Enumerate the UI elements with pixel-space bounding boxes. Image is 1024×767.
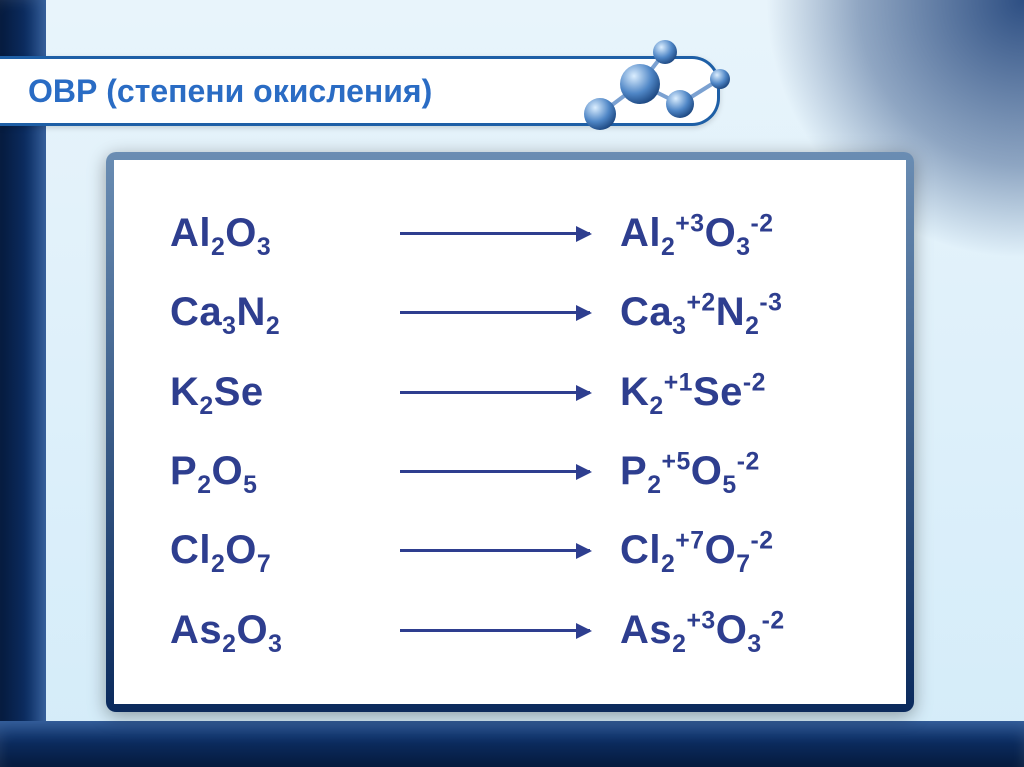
formula-lhs: Cl2O7: [170, 528, 370, 573]
formula-rhs: Al2+3O3-2: [620, 211, 774, 256]
formula-lhs: Ca3N2: [170, 290, 370, 335]
formula-lhs: P2O5: [170, 449, 370, 494]
content-panel-frame: Al2O3 Al2+3O3-2 Ca3N2 Ca3+2N2-3 K2Se K2+1Se-2…: [106, 152, 914, 712]
reaction-row: Ca3N2 Ca3+2N2-3: [170, 290, 850, 335]
reaction-row: Cl2O7 Cl2+7O7-2: [170, 528, 850, 573]
reaction-row: K2Se K2+1Se-2: [170, 370, 850, 415]
formula-lhs: As2O3: [170, 608, 370, 653]
formula-rhs: Cl2+7O7-2: [620, 528, 774, 573]
arrow-icon: [400, 549, 590, 552]
formula-rhs: Ca3+2N2-3: [620, 290, 782, 335]
formula-lhs: Al2O3: [170, 211, 370, 256]
arrow-icon: [400, 232, 590, 235]
arrow-icon: [400, 470, 590, 473]
reaction-row: As2O3 As2+3O3-2: [170, 608, 850, 653]
arrow-icon: [400, 629, 590, 632]
arrow-icon: [400, 391, 590, 394]
formula-rhs: As2+3O3-2: [620, 608, 785, 653]
reaction-row: P2O5 P2+5O5-2: [170, 449, 850, 494]
formula-rhs: K2+1Se-2: [620, 370, 766, 415]
formula-rhs: P2+5O5-2: [620, 449, 760, 494]
formula-lhs: K2Se: [170, 370, 370, 415]
bottom-decorative-band: [0, 721, 1024, 767]
arrow-icon: [400, 311, 590, 314]
title-bar: ОВР (степени окисления): [0, 56, 720, 126]
reaction-row: Al2O3 Al2+3O3-2: [170, 211, 850, 256]
content-panel: Al2O3 Al2+3O3-2 Ca3N2 Ca3+2N2-3 K2Se K2+1Se-2…: [114, 160, 906, 704]
page-title: ОВР (степени окисления): [28, 73, 432, 110]
